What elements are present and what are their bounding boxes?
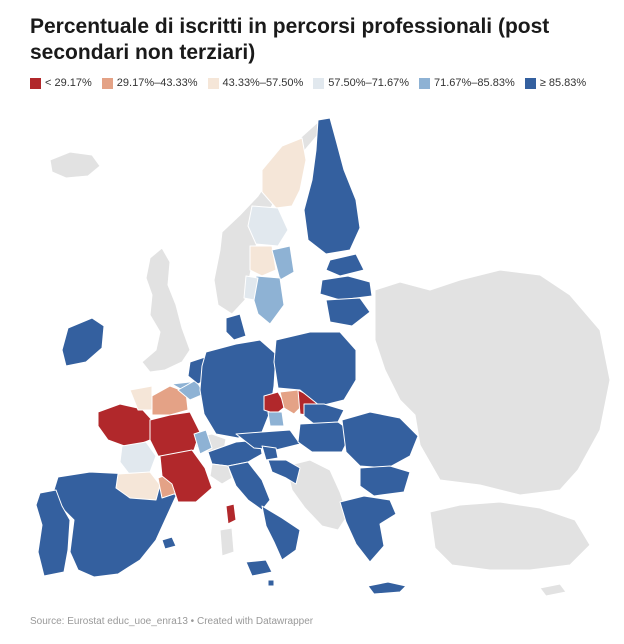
legend-item-4: 57.50%–71.67% xyxy=(313,77,409,89)
region-estonia xyxy=(325,253,365,277)
region-france-east xyxy=(193,429,213,455)
europe-choropleth-map xyxy=(35,117,611,597)
region-slovakia xyxy=(303,403,345,425)
legend-label-2: 29.17%–43.33% xyxy=(116,77,198,89)
legend-item-2: 29.17%–43.33% xyxy=(101,77,198,89)
region-france-paris xyxy=(151,385,189,416)
legend-item-3: 43.33%–57.50% xyxy=(207,77,304,89)
legend-label-5: 71.67%–85.83% xyxy=(434,77,515,89)
legend-label-4: 57.50%–71.67% xyxy=(328,77,409,89)
region-east xyxy=(374,269,611,496)
region-latvia xyxy=(319,275,373,301)
legend-swatch-2 xyxy=(101,77,113,89)
region-czechia-southwest xyxy=(267,411,285,427)
region-sardinia-no-data xyxy=(219,527,235,557)
region-italy-south xyxy=(261,505,301,561)
legend-label-6: ≥ 85.83% xyxy=(539,77,587,89)
footer-source: Source: Eurostat educ_uoe_enra13 xyxy=(30,616,188,627)
footer-credit: Created with Datawrapper xyxy=(196,616,314,627)
region-czechia-west xyxy=(263,391,287,415)
region-france-southwest xyxy=(115,471,161,501)
region-italy-northwest-no-data xyxy=(209,463,233,485)
legend-label-3: 43.33%–57.50% xyxy=(222,77,304,89)
region-poland xyxy=(273,331,357,407)
region-sweden-east xyxy=(271,245,295,281)
region-france-centre-west xyxy=(119,441,157,476)
region-iceland xyxy=(49,151,101,179)
legend-label-1: < 29.17% xyxy=(45,77,92,89)
region-finland xyxy=(303,117,361,255)
region-romania xyxy=(341,411,419,469)
region-italy-centre xyxy=(227,461,271,511)
region-denmark xyxy=(225,313,247,341)
region-sweden-middle xyxy=(249,245,277,277)
region-hungary xyxy=(297,421,353,453)
region-cyprus xyxy=(539,583,567,597)
chart-title: Percentuale di iscritti in percorsi prof… xyxy=(30,15,550,64)
region-crete xyxy=(367,581,407,595)
region-france-southcentral xyxy=(159,449,213,503)
legend-swatch-4 xyxy=(313,77,325,89)
region-sweden-west xyxy=(243,275,259,301)
legend-swatch-6 xyxy=(524,77,536,89)
region-uk xyxy=(141,247,191,373)
region-balkans-west xyxy=(285,459,349,531)
legend-item-5: 71.67%–85.83% xyxy=(419,77,515,89)
region-sicily xyxy=(245,559,273,577)
region-sweden-centre xyxy=(247,205,289,247)
legend-swatch-3 xyxy=(207,77,219,89)
region-corsica xyxy=(225,503,237,525)
region-slovenia xyxy=(261,445,279,461)
region-ireland xyxy=(61,317,105,367)
footer: Source: Eurostat educ_uoe_enra13 • Creat… xyxy=(30,616,313,627)
region-france-west xyxy=(97,403,153,449)
legend-item-6: ≥ 85.83% xyxy=(524,77,587,89)
region-bulgaria xyxy=(359,465,411,497)
region-sweden-north xyxy=(261,137,307,209)
region-france-northwest xyxy=(129,385,153,411)
region-balearics xyxy=(161,536,177,550)
legend-item-1: < 29.17% xyxy=(30,77,92,89)
region-france-centre xyxy=(149,411,201,459)
legend: < 29.17% 29.17%–43.33% 43.33%–57.50% 57.… xyxy=(30,77,586,89)
region-turkey xyxy=(429,501,591,571)
legend-swatch-5 xyxy=(419,77,430,89)
region-malta xyxy=(267,579,275,587)
region-germany xyxy=(199,339,277,439)
region-lithuania xyxy=(325,297,371,327)
legend-swatch-1 xyxy=(30,77,41,89)
footer-separator: • xyxy=(190,616,195,627)
region-croatia xyxy=(267,459,301,485)
region-greece xyxy=(339,495,397,563)
region-portugal xyxy=(35,489,71,577)
